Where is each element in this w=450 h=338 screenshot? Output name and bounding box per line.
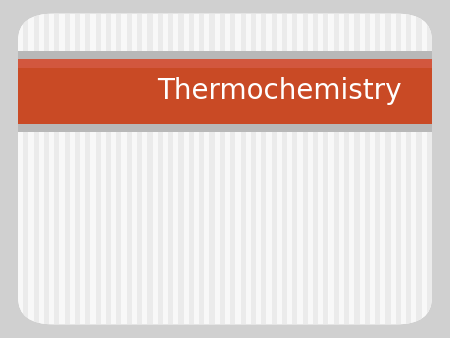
Bar bbox=[184, 14, 189, 324]
Bar bbox=[396, 14, 401, 324]
Bar bbox=[142, 14, 148, 324]
Bar bbox=[380, 14, 385, 324]
Bar bbox=[339, 14, 344, 324]
Bar bbox=[271, 14, 277, 324]
Bar bbox=[323, 14, 328, 324]
Bar bbox=[18, 58, 432, 124]
Bar bbox=[215, 14, 220, 324]
Bar bbox=[204, 14, 209, 324]
Bar bbox=[230, 14, 235, 324]
Bar bbox=[344, 14, 349, 324]
Bar bbox=[277, 14, 282, 324]
Bar bbox=[391, 14, 396, 324]
Bar bbox=[427, 14, 432, 324]
Bar bbox=[54, 14, 59, 324]
Bar bbox=[101, 14, 106, 324]
Bar bbox=[328, 14, 333, 324]
Bar bbox=[178, 14, 184, 324]
Bar bbox=[158, 14, 163, 324]
Bar bbox=[417, 14, 422, 324]
Bar bbox=[64, 14, 70, 324]
Bar bbox=[18, 124, 432, 132]
Bar bbox=[132, 14, 137, 324]
Bar bbox=[173, 14, 178, 324]
Bar bbox=[355, 14, 360, 324]
Bar bbox=[209, 14, 215, 324]
Bar bbox=[194, 14, 199, 324]
Bar bbox=[287, 14, 292, 324]
Bar bbox=[292, 14, 297, 324]
Bar bbox=[75, 14, 80, 324]
Bar bbox=[422, 14, 427, 324]
Bar bbox=[411, 14, 416, 324]
Bar bbox=[44, 14, 49, 324]
Bar bbox=[235, 14, 240, 324]
Bar bbox=[106, 14, 111, 324]
Bar bbox=[261, 14, 266, 324]
Bar bbox=[18, 14, 23, 324]
Bar bbox=[334, 14, 339, 324]
Bar bbox=[147, 14, 153, 324]
Bar bbox=[364, 14, 370, 324]
Bar bbox=[313, 14, 318, 324]
Bar bbox=[240, 14, 246, 324]
Bar bbox=[297, 14, 302, 324]
Bar bbox=[302, 14, 308, 324]
Bar bbox=[168, 14, 173, 324]
Bar bbox=[49, 14, 54, 324]
Bar bbox=[308, 14, 313, 324]
Bar bbox=[163, 14, 168, 324]
Bar bbox=[375, 14, 380, 324]
Bar bbox=[111, 14, 117, 324]
Bar bbox=[199, 14, 204, 324]
Bar bbox=[86, 14, 90, 324]
Bar bbox=[256, 14, 261, 324]
Bar bbox=[39, 14, 44, 324]
Bar bbox=[90, 14, 95, 324]
Bar bbox=[122, 14, 127, 324]
Bar bbox=[349, 14, 354, 324]
Bar bbox=[95, 14, 101, 324]
Bar bbox=[23, 14, 28, 324]
Bar bbox=[137, 14, 142, 324]
Bar bbox=[153, 14, 158, 324]
Bar bbox=[370, 14, 375, 324]
Bar bbox=[28, 14, 33, 324]
Bar bbox=[282, 14, 287, 324]
Bar bbox=[59, 14, 65, 324]
Bar bbox=[401, 14, 406, 324]
Bar bbox=[360, 14, 364, 324]
Bar bbox=[251, 14, 256, 324]
Bar bbox=[220, 14, 225, 324]
Bar bbox=[189, 14, 194, 324]
Bar bbox=[127, 14, 132, 324]
Bar bbox=[266, 14, 271, 324]
Text: Thermochemistry: Thermochemistry bbox=[158, 77, 402, 105]
Bar bbox=[70, 14, 75, 324]
Bar bbox=[225, 14, 230, 324]
Bar bbox=[18, 51, 432, 58]
Bar bbox=[318, 14, 323, 324]
Bar bbox=[34, 14, 39, 324]
Bar bbox=[80, 14, 86, 324]
Bar bbox=[385, 14, 391, 324]
FancyBboxPatch shape bbox=[18, 14, 432, 324]
Bar bbox=[18, 58, 432, 68]
Bar bbox=[246, 14, 251, 324]
Bar bbox=[116, 14, 122, 324]
Bar bbox=[406, 14, 411, 324]
